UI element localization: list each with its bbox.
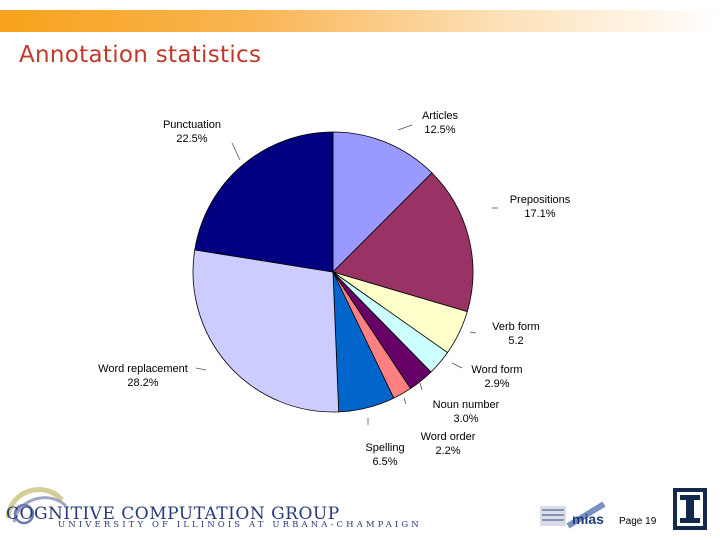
slice-value-word-replacement: 28.2% xyxy=(127,377,158,389)
slice-value-spelling: 6.5% xyxy=(372,456,397,468)
slice-value-punctuation: 22.5% xyxy=(176,133,207,145)
slice-value-articles: 12.5% xyxy=(424,124,455,136)
leader-line-punctuation xyxy=(231,142,241,161)
leader-line-word-form xyxy=(451,362,463,369)
mias-logo-text: mias xyxy=(572,511,604,527)
slice-label-verb-form: Verb form xyxy=(492,321,540,333)
slice-label-prepositions: Prepositions xyxy=(510,194,571,206)
slice-label-word-form: Word form xyxy=(471,364,522,376)
slice-label-word-order: Word order xyxy=(421,431,476,443)
slice-label-noun-number: Noun number xyxy=(433,399,500,411)
slice-label-punctuation: Punctuation xyxy=(163,119,221,131)
leader-line-word-order xyxy=(403,397,407,405)
pie-slice-punctuation xyxy=(194,131,334,273)
pie-slice-prepositions xyxy=(332,172,474,313)
slice-value-word-form: 2.9% xyxy=(484,378,509,390)
footer-brand: COGNITIVE COMPUTATION GROUP xyxy=(6,504,340,524)
slide-title: Annotation statistics xyxy=(19,42,262,68)
slice-value-prepositions: 17.1% xyxy=(524,208,555,220)
leader-line-word-replacement xyxy=(195,367,207,371)
page-number: Page 19 xyxy=(619,516,657,527)
slice-value-noun-number: 3.0% xyxy=(453,413,478,425)
leader-line-articles xyxy=(397,124,413,131)
pie-slice-articles xyxy=(332,131,433,273)
top-accent-bar xyxy=(0,10,720,32)
illinois-logo xyxy=(673,488,707,530)
cognitive-computation-group-logo xyxy=(5,487,68,525)
leader-line-verb-form xyxy=(469,331,477,334)
slice-value-verb-form: 5.2 xyxy=(508,335,523,347)
slice-value-word-order: 2.2% xyxy=(435,445,460,457)
slice-label-word-replacement: Word replacement xyxy=(98,363,188,375)
slice-label-articles: Articles xyxy=(422,110,459,122)
slice-label-spelling: Spelling xyxy=(365,442,404,454)
leader-line-noun-number xyxy=(419,382,423,391)
pie-slice-word-replacement xyxy=(192,249,340,413)
footer-university: UNIVERSITY OF ILLINOIS AT URBANA-CHAMPAI… xyxy=(58,520,422,530)
mias-logo: mias xyxy=(540,501,606,529)
